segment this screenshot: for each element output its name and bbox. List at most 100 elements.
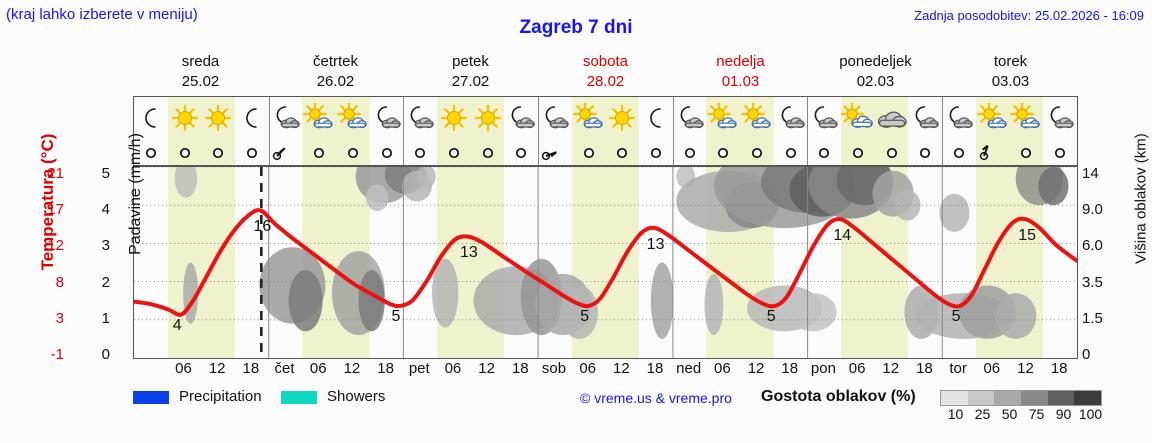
cloud-density-scale-labels: 10 25 50 75 90 100 — [928, 406, 1118, 424]
moon-cloud-icon — [1050, 106, 1074, 129]
precipitation-tick: 4 — [101, 201, 110, 219]
calm-wind-icon — [179, 147, 190, 159]
day-header-torek: torek 03.03 — [943, 52, 1078, 94]
forecast-plot[interactable]: 4 16 5 13 5 13 5 14 5 15 — [133, 166, 1078, 359]
temperature-tick: -1 — [50, 346, 64, 363]
cloud-density-value: 90 — [1055, 406, 1072, 422]
day-separator-lines — [268, 167, 943, 358]
calm-wind-icon — [617, 147, 628, 159]
cloud-density-step — [1047, 391, 1075, 405]
cloud-height-tick-labels: 14 9.0 6.0 3.5 1.5 0 — [1082, 165, 1132, 362]
x-axis-label: 18 — [242, 360, 260, 377]
x-axis-label: 12 — [1017, 360, 1034, 377]
wind-barb-cell — [167, 141, 202, 165]
wind-barb-cell — [1043, 141, 1077, 165]
cloud-height-tick: 6.0 — [1082, 237, 1103, 255]
wind-barb-cell — [807, 141, 841, 165]
x-axis-label: 12 — [208, 360, 226, 377]
weather-icon-cell — [571, 97, 606, 141]
wind-barb-cell — [740, 141, 774, 165]
wind-barb-cell — [706, 141, 741, 165]
day-date: 26.02 — [316, 73, 355, 90]
wind-barb-cell — [235, 141, 269, 165]
day-name: nedelja — [716, 53, 765, 70]
x-axis-label: 12 — [882, 360, 900, 377]
temperature-tick: 3 — [55, 309, 64, 327]
cloud-density-value: 75 — [1028, 406, 1045, 422]
cloud-density-value: 10 — [947, 406, 964, 422]
weather-icon-cell — [437, 97, 471, 141]
x-axis-label: 06 — [444, 360, 462, 377]
wind-barb-cell — [942, 141, 976, 165]
cloud-density-color-scale — [940, 390, 1102, 406]
x-axis-label: 06 — [309, 360, 327, 377]
wind-barb-cell — [639, 141, 673, 165]
day-name: torek — [993, 53, 1028, 70]
precipitation-legend-swatch — [133, 391, 169, 404]
day-name: petek — [452, 53, 489, 70]
copyright-text[interactable]: © vreme.us & vreme.pro — [580, 390, 732, 406]
calm-wind-icon — [886, 147, 897, 159]
sun-cloud-icon — [741, 103, 771, 129]
sun-cloud-icon — [976, 103, 1007, 129]
x-axis-label: pon — [810, 360, 836, 377]
weather-icon-cell — [269, 97, 303, 141]
plot-band — [201, 167, 236, 358]
sun-icon — [609, 104, 636, 132]
cloud-density-step — [1021, 391, 1048, 405]
cloud-density-step — [967, 391, 995, 405]
x-axis-label: 06 — [848, 360, 866, 377]
precipitation-tick: 5 — [101, 165, 110, 182]
x-axis-label: 12 — [343, 360, 361, 377]
weather-icon-cell — [167, 97, 202, 141]
weather-icon-cell — [706, 97, 741, 141]
precipitation-tick: 1 — [101, 309, 110, 327]
cloud-height-tick: 9.0 — [1082, 201, 1103, 219]
calm-wind-icon — [246, 147, 257, 159]
calm-wind-icon — [1021, 147, 1032, 159]
wind-barb-cell — [841, 141, 875, 165]
x-axis-label: 12 — [747, 360, 765, 377]
moon-cloud-icon — [949, 106, 973, 129]
calm-wind-icon — [415, 147, 426, 159]
calm-wind-icon — [381, 147, 392, 159]
calm-wind-icon — [852, 147, 863, 159]
cloud-density-legend-title: Gostota oblakov (%) — [761, 388, 916, 405]
temperature-line — [134, 208, 1077, 317]
weather-icon-cell — [975, 97, 1010, 141]
calm-wind-icon — [583, 147, 594, 159]
x-axis-label: 18 — [781, 360, 799, 377]
calm-wind-icon — [920, 147, 931, 159]
weather-icon-cell — [807, 97, 841, 141]
calm-wind-icon — [953, 147, 965, 159]
weather-icon-cell — [639, 97, 673, 141]
moon-cloud-icon — [410, 106, 434, 129]
page-title: Zagreb 7 dni — [519, 17, 633, 38]
calm-wind-icon — [145, 147, 156, 159]
weather-icon-cell — [908, 97, 942, 141]
temperature-tick: 17 — [47, 201, 64, 219]
calm-wind-icon — [751, 147, 762, 159]
weather-icon-cell — [370, 97, 404, 141]
precipitation-tick: 0 — [101, 346, 110, 363]
wind-barb-cell — [201, 141, 236, 165]
sun-cloud-icon — [303, 103, 333, 129]
wind-barb-cell — [605, 141, 640, 165]
calm-wind-icon — [684, 147, 695, 159]
cloud-height-tick: 14 — [1082, 165, 1099, 182]
day-date: 25.02 — [181, 73, 220, 90]
precipitation-axis-title: Padavine (mm/h) — [127, 133, 144, 255]
calm-wind-icon — [785, 147, 796, 159]
weather-icon-cell — [605, 97, 640, 141]
wind-barb-cell — [774, 141, 808, 165]
wind-barb-row — [133, 141, 1078, 166]
moon-cloud-icon — [781, 106, 805, 129]
wind-barb-cell — [673, 141, 707, 165]
x-axis-label: 06 — [175, 360, 192, 377]
weather-icon-cell — [774, 97, 808, 141]
day-header-ponedeljek: ponedeljek 02.03 — [808, 52, 943, 94]
weather-icon-cell — [538, 97, 572, 141]
weather-icon-cell — [336, 97, 370, 141]
wind-barb-cell — [538, 141, 572, 165]
weather-icon-cell — [673, 97, 707, 141]
